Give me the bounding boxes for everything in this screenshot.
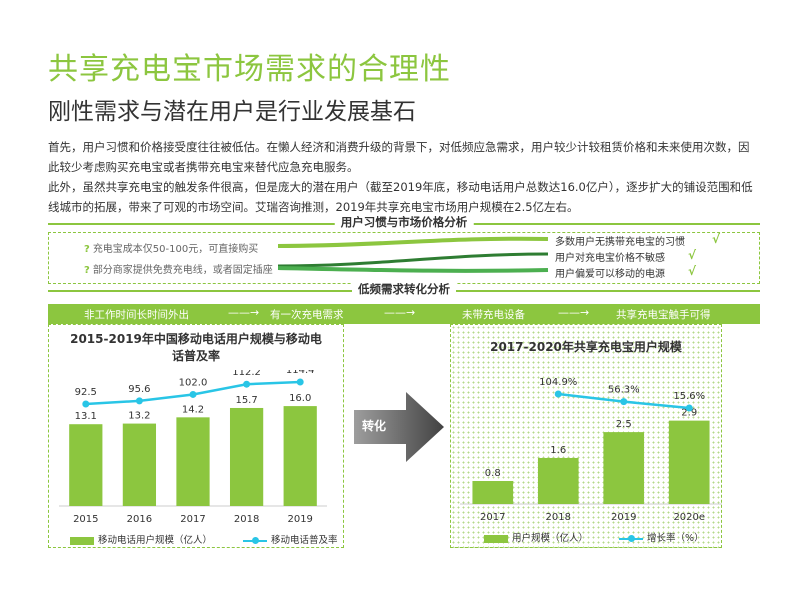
- legend-item: 用户规模（亿人）: [484, 533, 588, 544]
- convert-arrow-icon: [354, 392, 444, 462]
- x-tick-label: 2020e: [673, 512, 705, 523]
- line-value-label: 15.6%: [673, 391, 705, 402]
- bar-value-label: 15.7: [235, 395, 257, 406]
- chart-bar: [668, 420, 710, 504]
- line-value-label: 102.0: [179, 377, 208, 388]
- flow-step: 有一次充电需求: [270, 309, 344, 321]
- market-paragraph: 此外，虽然共享充电宝的触发条件很高，但是庞大的潜在用户（截至2019年底，移动电…: [48, 180, 753, 214]
- intro-paragraph: 首先，用户习惯和价格接受度往往被低估。在懒人经济和消费升级的背景下，对低频应急需…: [48, 140, 750, 174]
- habit-fact-text: 用户偏爱可以移动的电源: [555, 269, 665, 280]
- legend-label: 用户规模（亿人）: [512, 533, 589, 544]
- legend-label: 移动电话普及率: [271, 535, 338, 546]
- flow-step: 非工作时间长时间外出: [84, 309, 189, 321]
- legend-label: 增长率（%）: [647, 533, 704, 544]
- legend-line-swatch: [619, 534, 644, 542]
- line-value-label: 114.4: [286, 370, 315, 376]
- phone-users-chart: 13.1 2015 13.2 2016 14.2 2017 15.7 2018 16.0 2019…: [59, 370, 327, 525]
- legend-bar-swatch: [70, 536, 94, 545]
- share-users-chart: 0.8 2017 1.6 2018 2.5 2019 2.9 2020e 104.9% 56.3%…: [460, 377, 722, 523]
- chart-title: 2015-2019年中国移动电话用户规模与移动电话普及率: [70, 332, 322, 363]
- line-value-label: 56.3%: [608, 385, 640, 396]
- flow-step: 未带充电设备: [462, 309, 525, 321]
- chart-bar: [603, 432, 645, 504]
- x-tick-label: 2016: [127, 514, 152, 525]
- line-point: [135, 397, 143, 405]
- bar-value-label: 16.0: [289, 393, 311, 404]
- x-tick-label: 2019: [611, 512, 636, 523]
- habit-reason-item: ? 部分商家提供免费充电线，或者固定插座: [84, 261, 273, 276]
- line-point: [296, 378, 304, 386]
- chart-bar: [176, 417, 210, 506]
- section-habit-header: 用户习惯与市场价格分析: [48, 214, 760, 230]
- line-value-label: 95.6: [128, 384, 150, 395]
- habit-fact-text: 用户对充电宝价格不敏感: [555, 253, 665, 264]
- chart-legend: 移动电话用户规模（亿人） 移动电话普及率: [70, 532, 366, 546]
- habit-reason-item: ? 充电宝成本仅50-100元，可直接购买: [84, 240, 258, 255]
- section-demand-label: 低频需求转化分析: [352, 281, 456, 297]
- check-icon: √: [688, 248, 697, 262]
- connector-line: [277, 236, 549, 248]
- legend-bar-swatch: [484, 534, 508, 543]
- line-point: [243, 380, 251, 388]
- legend-line-swatch: [243, 536, 268, 544]
- chart-legend: 用户规模（亿人） 增长率（%）: [484, 530, 732, 544]
- check-icon: √: [712, 232, 721, 246]
- flow-arrow-icon: ——→: [384, 306, 416, 319]
- bar-value-label: 2.5: [616, 419, 632, 430]
- x-tick-label: 2018: [234, 514, 259, 525]
- question-icon: ?: [84, 265, 90, 276]
- bar-value-label: 2.9: [681, 408, 697, 419]
- chart-bar: [472, 481, 514, 504]
- habit-fact-text: 多数用户无携带充电宝的习惯: [555, 237, 685, 248]
- flow-arrow-icon: ——→: [228, 306, 260, 319]
- bar-value-label: 1.6: [550, 445, 566, 456]
- flow-arrow-icon: ——→: [558, 306, 590, 319]
- bar-value-label: 13.2: [128, 411, 150, 422]
- chart-bar: [122, 423, 157, 506]
- habit-reason-text: 充电宝成本仅50-100元，可直接购买: [92, 244, 259, 255]
- phone-users-chart-panel: [48, 324, 344, 548]
- question-icon: ?: [84, 244, 90, 255]
- section-demand-header: 低频需求转化分析: [48, 281, 760, 297]
- line-point: [554, 390, 562, 398]
- check-icon: √: [688, 264, 697, 278]
- habit-connectors: [277, 236, 549, 273]
- x-tick-label: 2017: [480, 512, 505, 523]
- bar-value-label: 14.2: [182, 404, 204, 415]
- x-tick-label: 2019: [287, 514, 312, 525]
- line-point: [189, 390, 197, 398]
- chart-bar: [69, 424, 103, 506]
- convert-label: 转化: [362, 419, 387, 433]
- demand-flow-bar: 非工作时间长时间外出 ——→ 有一次充电需求 ——→ 未带充电设备 ——→ 共享…: [48, 304, 760, 324]
- legend-label: 移动电话用户规模（亿人）: [98, 535, 213, 546]
- page-title: 共享充电宝市场需求的合理性: [48, 52, 451, 87]
- legend-item: 增长率（%）: [619, 533, 704, 544]
- x-tick-label: 2015: [73, 514, 98, 525]
- page-subtitle: 刚性需求与潜在用户是行业发展基石: [48, 99, 416, 125]
- legend-item: 移动电话用户规模（亿人）: [70, 535, 212, 546]
- chart-bar: [283, 406, 317, 506]
- chart-bar: [229, 407, 264, 506]
- line-point: [685, 404, 693, 412]
- x-tick-label: 2017: [180, 514, 205, 525]
- legend-item: 移动电话普及率: [243, 535, 338, 546]
- bar-value-label: 13.1: [75, 411, 97, 422]
- habit-reason-text: 部分商家提供免费充电线，或者固定插座: [92, 265, 273, 276]
- bar-value-label: 0.8: [485, 468, 501, 479]
- line-point: [620, 398, 628, 406]
- line-value-label: 92.5: [75, 387, 97, 398]
- line-value-label: 104.9%: [539, 377, 577, 388]
- chart-title: 2017-2020年共享充电宝用户规模: [490, 340, 682, 354]
- line-value-label: 112.2: [232, 370, 261, 378]
- section-habit-label: 用户习惯与市场价格分析: [334, 214, 474, 230]
- x-tick-label: 2018: [546, 512, 571, 523]
- flow-step: 共享充电宝触手可得: [616, 309, 711, 321]
- line-point: [82, 400, 90, 408]
- chart-bar: [537, 458, 579, 504]
- connector-line: [277, 252, 549, 268]
- connector-line: [277, 266, 549, 273]
